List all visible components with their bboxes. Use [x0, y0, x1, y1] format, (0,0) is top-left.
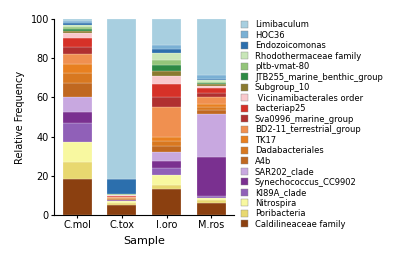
X-axis label: Sample: Sample: [123, 236, 165, 246]
Bar: [107, 201, 136, 203]
Bar: [197, 83, 226, 84]
Bar: [197, 157, 226, 196]
Bar: [63, 21, 92, 23]
Bar: [197, 114, 226, 157]
Bar: [197, 19, 226, 75]
Bar: [152, 185, 181, 188]
Bar: [152, 19, 181, 45]
Bar: [107, 195, 136, 196]
Bar: [107, 179, 136, 194]
Bar: [152, 71, 181, 75]
Bar: [63, 64, 92, 73]
Bar: [63, 25, 92, 27]
Bar: [197, 86, 226, 88]
Bar: [152, 106, 181, 137]
Bar: [197, 97, 226, 104]
Bar: [63, 23, 92, 25]
Bar: [63, 33, 92, 38]
Bar: [107, 196, 136, 197]
Bar: [197, 107, 226, 110]
Bar: [197, 93, 226, 97]
Bar: [197, 75, 226, 79]
Bar: [197, 110, 226, 114]
Bar: [107, 203, 136, 205]
Bar: [107, 205, 136, 215]
Bar: [197, 196, 226, 198]
Bar: [197, 84, 226, 86]
Bar: [63, 73, 92, 83]
Bar: [152, 49, 181, 53]
Bar: [63, 31, 92, 33]
Legend: Limibaculum, HOC36, Endozoicomonas, Rhodothermaceae family, pltb-vmat-80, JTB255: Limibaculum, HOC36, Endozoicomonas, Rhod…: [240, 19, 384, 229]
Bar: [152, 188, 181, 215]
Bar: [107, 194, 136, 195]
Bar: [152, 75, 181, 84]
Bar: [107, 200, 136, 201]
Bar: [152, 45, 181, 49]
Bar: [152, 168, 181, 175]
Bar: [63, 19, 92, 21]
Bar: [152, 61, 181, 65]
Bar: [63, 112, 92, 123]
Bar: [63, 179, 92, 215]
Bar: [197, 104, 226, 107]
Bar: [63, 83, 92, 97]
Bar: [107, 19, 136, 179]
Bar: [197, 79, 226, 80]
Bar: [107, 199, 136, 200]
Bar: [197, 199, 226, 203]
Bar: [197, 82, 226, 83]
Bar: [63, 54, 92, 64]
Bar: [63, 142, 92, 162]
Bar: [152, 146, 181, 152]
Bar: [63, 27, 92, 29]
Bar: [197, 198, 226, 199]
Bar: [63, 162, 92, 179]
Bar: [152, 65, 181, 71]
Bar: [63, 38, 92, 47]
Bar: [197, 80, 226, 82]
Bar: [152, 53, 181, 61]
Bar: [152, 97, 181, 106]
Bar: [152, 161, 181, 168]
Bar: [152, 175, 181, 185]
Bar: [63, 29, 92, 31]
Bar: [197, 88, 226, 93]
Bar: [152, 84, 181, 97]
Bar: [152, 152, 181, 161]
Bar: [63, 123, 92, 142]
Bar: [63, 97, 92, 112]
Bar: [152, 137, 181, 141]
Bar: [152, 141, 181, 146]
Bar: [107, 198, 136, 199]
Bar: [197, 203, 226, 215]
Y-axis label: Relative Frequency: Relative Frequency: [15, 70, 25, 163]
Bar: [63, 47, 92, 54]
Bar: [107, 197, 136, 198]
